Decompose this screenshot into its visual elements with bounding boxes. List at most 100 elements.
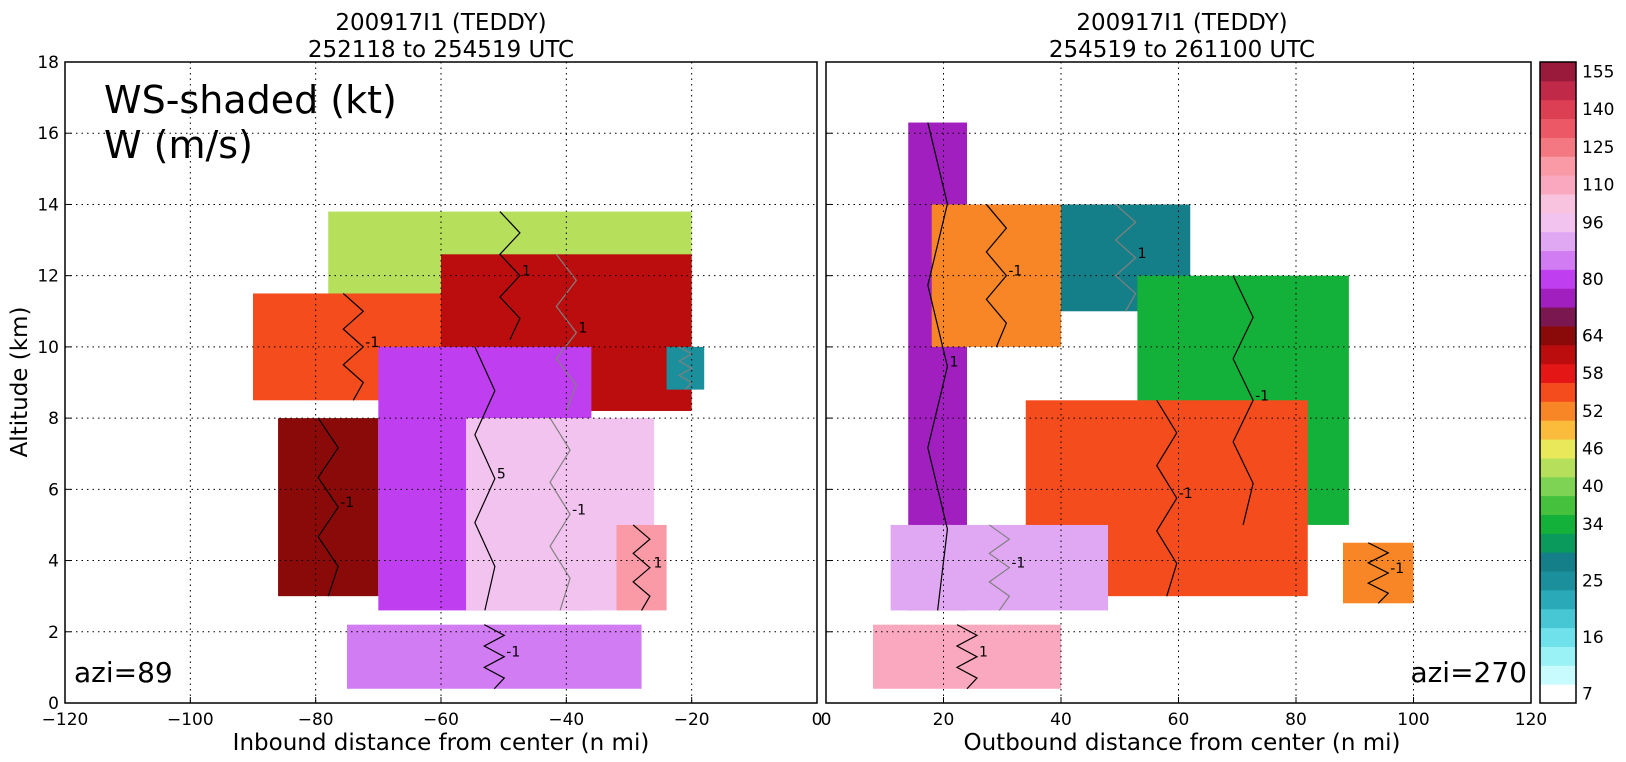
outbound-ticks: 0 20 40 60 80 100 120	[821, 61, 1547, 730]
colorbar-segment-5	[1540, 589, 1576, 610]
inbound-ws-region-3	[278, 418, 379, 597]
colorbar-segment-20	[1540, 307, 1576, 327]
outbound-w-contour-5	[988, 524, 1011, 611]
colorbar-segment-11	[1540, 476, 1576, 497]
outbound-ws-region-6	[873, 624, 1061, 689]
inbound-contour-label-0: 1	[522, 264, 531, 280]
colorbar-segment-9	[1540, 514, 1576, 534]
colorbar-segment-23	[1540, 250, 1576, 270]
colorbar-segment-27	[1540, 175, 1576, 195]
colorbar-label-8: 64	[1582, 326, 1604, 346]
inbound-w-contour-7	[482, 624, 506, 690]
inbound-title-line2: 252118 to 254519 UTC	[308, 37, 574, 63]
outbound-title-line2: 254519 to 261100 UTC	[1049, 37, 1315, 63]
colorbar-segment-6	[1540, 571, 1576, 591]
outbound-w-contour-0	[927, 122, 949, 611]
colorbar-segment-21	[1540, 288, 1576, 308]
colorbar-segment-12	[1540, 457, 1576, 478]
colorbar-segment-8	[1540, 533, 1576, 553]
colorbar-segment-22	[1540, 269, 1576, 289]
outbound-w-contour-1	[985, 204, 1008, 348]
colorbar-label-3: 34	[1582, 515, 1604, 535]
colorbar-label-6: 52	[1582, 402, 1604, 422]
colorbar-label-9: 80	[1582, 270, 1604, 290]
inbound-contour-label-7: -1	[506, 645, 520, 661]
outbound-contours: 1 -1 1 -1 -1 -1 1 -1	[927, 122, 1404, 690]
outbound-azimuth: azi=270	[1410, 656, 1527, 689]
inbound-ytick-label-8: 16	[37, 124, 59, 144]
outbound-w-contour-4	[1156, 399, 1178, 597]
inbound-x-axis-label: Inbound distance from center (n mi)	[233, 730, 650, 756]
inbound-azimuth: azi=89	[74, 656, 173, 689]
outbound-title-line1: 200917I1 (TEDDY)	[1076, 10, 1287, 36]
inbound-ws-region-6	[616, 524, 667, 611]
inbound-contour-label-3: -1	[340, 495, 354, 511]
inbound-xtick-label-4: −40	[548, 710, 584, 730]
outbound-contour-label-5: -1	[1011, 556, 1025, 572]
colorbar-segment-0	[1540, 684, 1576, 704]
colorbar-segment-7	[1540, 552, 1576, 572]
outbound-contour-label-7: -1	[1390, 561, 1404, 577]
colorbar-segment-32	[1540, 80, 1576, 101]
inbound-xtick-label-2: −80	[298, 710, 334, 730]
y-axis-label: Altitude (km)	[7, 307, 33, 458]
outbound-contour-label-1: -1	[1008, 264, 1022, 280]
inbound-xtick-label-1: −100	[167, 710, 214, 730]
outbound-shading	[873, 122, 1414, 689]
colorbar-label-10: 96	[1582, 213, 1604, 233]
inbound-w-contour-5	[549, 417, 571, 611]
inbound-w-contour-4	[474, 346, 496, 611]
outbound-w-contour-6	[955, 624, 979, 690]
inbound-ytick-label-1: 2	[48, 623, 59, 643]
outbound-w-contour-2	[1114, 203, 1137, 312]
outbound-contour-label-3: -1	[1255, 388, 1269, 404]
inbound-ytick-label-0: 0	[48, 694, 59, 714]
outbound-contour-label-2: 1	[1138, 246, 1147, 262]
outbound-xtick-label-5: 100	[1397, 710, 1429, 730]
inbound-contour-label-5: -1	[572, 502, 586, 518]
inbound-xtick-label-3: −60	[423, 710, 459, 730]
inbound-grid	[65, 62, 817, 703]
colorbar-label-2: 25	[1582, 571, 1604, 591]
colorbar-label-5: 46	[1582, 439, 1604, 459]
inbound-ytick-label-5: 10	[37, 338, 59, 358]
colorbar-frame	[1539, 61, 1577, 704]
outbound-xtick-label-1: 20	[933, 710, 955, 730]
colorbar-segment-1	[1540, 665, 1576, 685]
outbound-xtick-label-4: 80	[1285, 710, 1307, 730]
inbound-ytick-label-9: 18	[37, 53, 59, 73]
colorbar-segment-2	[1540, 646, 1576, 666]
colorbar-segment-16	[1540, 382, 1576, 402]
colorbar-segment-4	[1540, 608, 1576, 629]
outbound-xtick-label-3: 60	[1168, 710, 1190, 730]
colorbar-segment-28	[1540, 156, 1576, 176]
colorbar-label-4: 40	[1582, 477, 1604, 497]
inbound-w-contour-0	[499, 211, 521, 341]
colorbar-segment-26	[1540, 193, 1576, 214]
inbound-w-contour-3	[317, 417, 339, 597]
colorbar-segment-24	[1540, 231, 1576, 252]
outbound-xtick-label-2: 40	[1050, 710, 1072, 730]
inbound-ytick-label-2: 4	[48, 552, 59, 572]
inbound-xtick-label-6: 0	[812, 710, 823, 730]
outbound-contour-label-0: 1	[950, 354, 959, 370]
colorbar-segment-31	[1540, 99, 1576, 120]
outbound-contour-label-6: 1	[979, 645, 988, 661]
inbound-ytick-label-6: 12	[37, 267, 59, 287]
colorbar-segment-10	[1540, 495, 1576, 515]
colorbar-label-11: 110	[1582, 176, 1614, 196]
outbound-panel: 1 -1 1 -1 -1 -1 1 -1 0 20 40 60 80 100 120 200917I1 (…	[821, 10, 1548, 756]
inbound-contour-label-2: 1	[578, 321, 587, 337]
colorbar-segment-3	[1540, 627, 1576, 647]
outbound-ws-region-7	[1343, 542, 1414, 604]
inbound-ytick-label-4: 8	[48, 409, 59, 429]
inbound-xtick-label-0: −120	[42, 710, 89, 730]
inbound-w-contour-2	[555, 253, 578, 412]
inbound-ticks: −120 −100 −80 −60 −40 −20 0 0 2 4 6 8 10 12 14 16 18	[37, 53, 822, 730]
colorbar-label-12: 125	[1582, 138, 1614, 158]
inbound-title-line1: 200917I1 (TEDDY)	[335, 10, 546, 36]
outbound-xtick-label-0: 0	[821, 710, 832, 730]
inbound-xtick-label-5: −20	[674, 710, 710, 730]
inbound-contour-label-1: -1	[365, 335, 379, 351]
